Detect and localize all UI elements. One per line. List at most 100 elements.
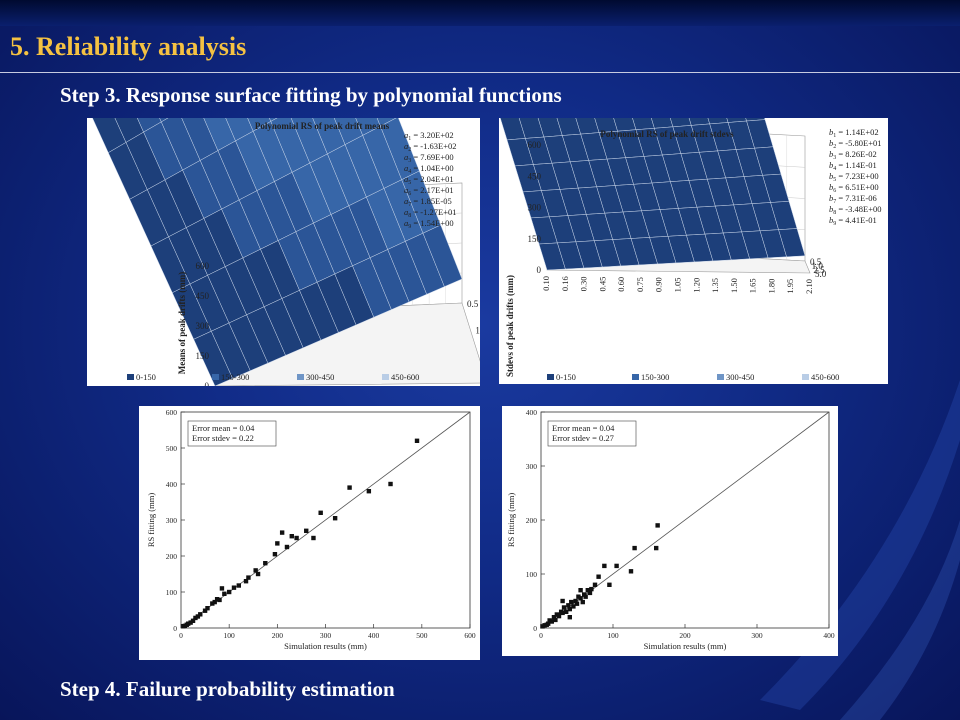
coefficient-label: a7 = 1.85E-05 bbox=[404, 196, 452, 208]
data-point bbox=[553, 617, 558, 623]
y-tick-label: 300 bbox=[166, 516, 178, 525]
coefficient-label: b8 = -3.48E+00 bbox=[829, 204, 882, 216]
legend-label: 0-150 bbox=[136, 372, 156, 382]
coefficient-label: b4 = 1.14E-01 bbox=[829, 160, 877, 172]
data-point bbox=[551, 615, 557, 620]
data-point bbox=[556, 613, 562, 619]
x-tick-label: 400 bbox=[823, 631, 835, 640]
data-point bbox=[614, 563, 619, 569]
data-point bbox=[573, 598, 578, 604]
data-point bbox=[560, 598, 565, 604]
data-point bbox=[272, 552, 278, 557]
x-tick-label: 0.90 bbox=[654, 277, 664, 292]
x-tick-label: 100 bbox=[224, 631, 236, 640]
y-tick-label: 100 bbox=[166, 588, 178, 597]
y-tick-label: 1.0 bbox=[812, 261, 824, 271]
y-axis-title: RS fitting (mm) bbox=[146, 493, 156, 547]
coefficient-label: b3 = 8.26E-02 bbox=[829, 149, 877, 161]
data-point bbox=[589, 586, 594, 592]
data-point bbox=[236, 583, 241, 588]
y-axis-title: RS fitting (mm) bbox=[506, 493, 516, 547]
z-tick-label: 0 bbox=[537, 265, 542, 275]
legend-label: 150-300 bbox=[641, 372, 669, 382]
legend-swatch bbox=[127, 374, 134, 380]
data-point bbox=[561, 605, 567, 610]
x-tick-label: 1.65 bbox=[748, 278, 758, 293]
x-tick-label: 400 bbox=[368, 631, 380, 640]
x-tick-label: 0.30 bbox=[579, 276, 589, 291]
data-point bbox=[255, 571, 261, 577]
coefficient-label: a9 = 1.54E+00 bbox=[404, 218, 454, 230]
x-tick-label: 200 bbox=[679, 631, 691, 640]
annotation-text: Error mean = 0.04 bbox=[192, 423, 255, 433]
z-tick-label: 450 bbox=[196, 291, 210, 301]
coefficient-label: b9 = 4.41E-01 bbox=[829, 215, 877, 227]
data-point bbox=[231, 585, 237, 590]
data-point bbox=[193, 615, 198, 621]
data-point bbox=[596, 574, 601, 579]
data-point bbox=[289, 534, 294, 539]
y-tick-label: 400 bbox=[526, 408, 538, 417]
scatter-plot-stdevs: 0 100 200 300 400 0 100 200 300 400 Simulation res… bbox=[506, 408, 835, 651]
data-point bbox=[263, 561, 268, 566]
data-point bbox=[564, 609, 569, 614]
legend-label: 0-150 bbox=[556, 372, 576, 382]
coefficient-label: a8 = -1.27E+01 bbox=[404, 207, 457, 219]
x-axis-title: Simulation results (mm) bbox=[644, 641, 727, 651]
y-tick-label: 0.5 bbox=[810, 257, 822, 267]
y-tick-label: 200 bbox=[526, 516, 538, 525]
data-point bbox=[607, 582, 612, 587]
data-point bbox=[198, 612, 203, 617]
annotation-text: Error mean = 0.04 bbox=[552, 423, 615, 433]
step4-heading: Step 4. Failure probability estimation bbox=[60, 677, 395, 701]
annotation-text: Error stdev = 0.22 bbox=[192, 433, 254, 443]
coefficient-label: b5 = 7.23E+00 bbox=[829, 171, 879, 183]
data-point bbox=[186, 621, 191, 626]
scatter-plot-means: 0 100 200 300 400 500 600 0 100 200 300 400 500 600 Si… bbox=[146, 408, 476, 651]
x-tick-label: 1.05 bbox=[673, 278, 683, 293]
legend-swatch bbox=[802, 374, 809, 380]
y-tick-label: 100 bbox=[526, 570, 538, 579]
data-point bbox=[628, 569, 634, 574]
data-point bbox=[318, 510, 323, 515]
data-point bbox=[243, 579, 249, 584]
data-point bbox=[567, 615, 572, 620]
data-point bbox=[210, 601, 215, 606]
legend-swatch bbox=[382, 374, 389, 380]
data-point bbox=[414, 438, 420, 443]
step3-heading: Step 3. Response surface fitting by poly… bbox=[60, 83, 562, 107]
coefficient-label: b6 = 6.51E+00 bbox=[829, 182, 879, 194]
x-tick-label: 0 bbox=[179, 631, 183, 640]
coefficient-label: b2 = -5.80E+01 bbox=[829, 138, 882, 150]
coefficient-label: a6 = 2.17E+01 bbox=[404, 185, 454, 197]
x-tick-label: 600 bbox=[464, 631, 476, 640]
chart-title: Polynomial RS of peak drift stdevs bbox=[600, 129, 734, 139]
y-tick-label: 300 bbox=[526, 462, 538, 471]
surface-chart-stdevs: 0 150 300 450 600 0.10 0.16 0.30 0.45 0.60 0.75 0.9… bbox=[499, 118, 888, 384]
coefficient-label: b1 = 1.14E+02 bbox=[829, 127, 879, 139]
x-tick-label: 2.10 bbox=[804, 279, 814, 294]
z-tick-label: 0 bbox=[205, 381, 210, 386]
x-tick-label: 100 bbox=[607, 631, 619, 640]
data-point bbox=[294, 535, 299, 541]
y-tick-label: 0 bbox=[533, 624, 537, 633]
y-tick-label: 200 bbox=[166, 552, 178, 561]
y-tick-label: 1.0 bbox=[475, 326, 480, 336]
data-point bbox=[592, 582, 598, 587]
legend-label: 450-600 bbox=[811, 372, 839, 382]
data-point bbox=[226, 589, 232, 595]
legend-swatch bbox=[297, 374, 304, 380]
data-point bbox=[190, 618, 196, 623]
data-point bbox=[212, 599, 217, 605]
x-tick-label: 0.60 bbox=[616, 277, 626, 292]
y-tick-label: 600 bbox=[166, 408, 178, 417]
data-point bbox=[560, 610, 565, 616]
x-tick-label: 1.20 bbox=[691, 278, 701, 293]
title-divider bbox=[0, 72, 960, 73]
data-point bbox=[585, 588, 590, 593]
data-point bbox=[217, 597, 222, 603]
x-tick-label: 500 bbox=[416, 631, 428, 640]
data-point bbox=[253, 568, 258, 573]
z-tick-label: 300 bbox=[196, 321, 210, 331]
